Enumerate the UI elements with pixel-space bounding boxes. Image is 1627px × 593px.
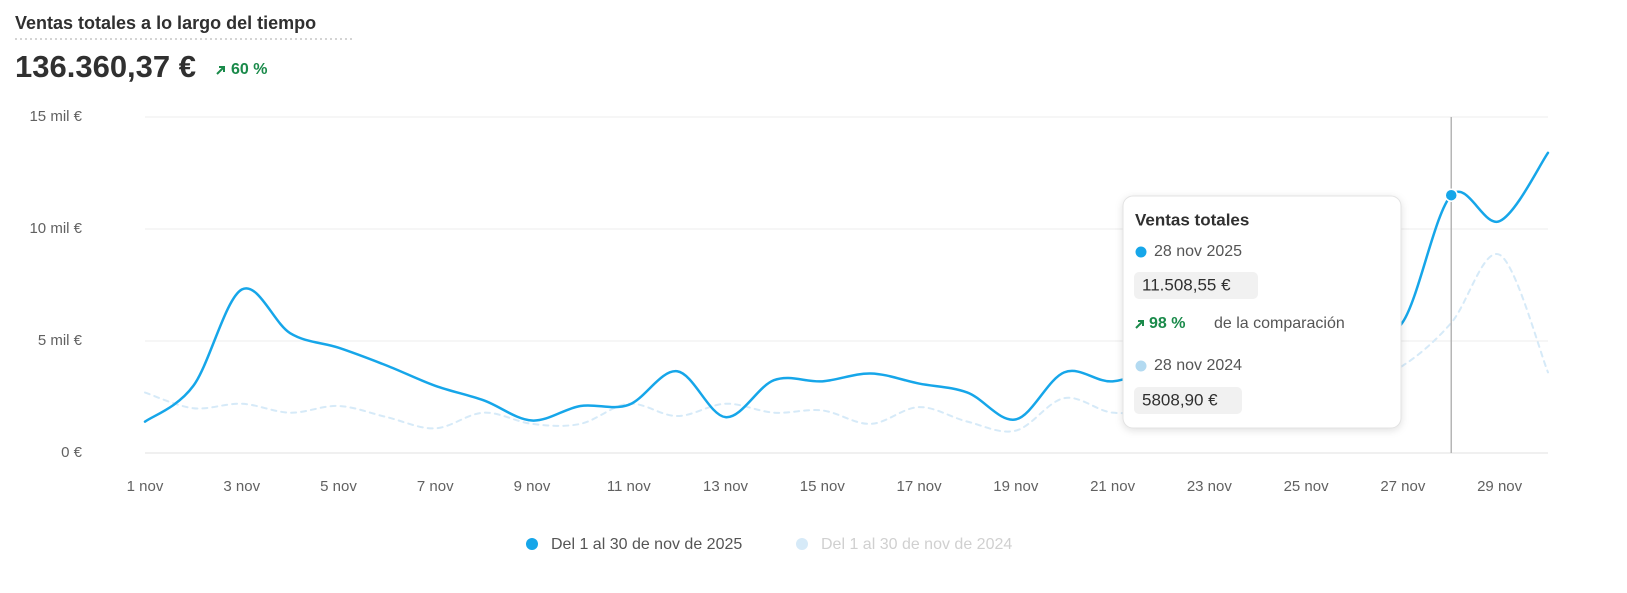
x-tick-label: 11 nov — [607, 478, 651, 495]
x-tick-label: 7 nov — [417, 478, 454, 495]
x-tick-label: 15 nov — [800, 478, 846, 495]
tooltip-change-text: de la comparación — [1214, 315, 1345, 332]
value-pill — [1134, 387, 1242, 414]
x-tick-label: 3 nov — [223, 478, 260, 495]
hover-point — [1444, 188, 1458, 202]
x-tick-label: 19 nov — [993, 478, 1039, 495]
x-tick-label: 27 nov — [1380, 478, 1426, 495]
chart-title: Ventas totales a lo largo del tiempo — [15, 13, 316, 33]
tooltip-date: 28 nov 2025 — [1154, 243, 1242, 260]
value-pill — [1134, 272, 1258, 299]
x-tick-label: 23 nov — [1187, 478, 1233, 495]
tooltip-change: 98 % — [1149, 315, 1185, 332]
tooltip-value: 5808,90 € — [1142, 390, 1218, 409]
y-tick-label: 5 mil € — [38, 332, 83, 349]
y-tick-label: 10 mil € — [29, 220, 82, 237]
y-tick-label: 0 € — [61, 444, 83, 461]
x-tick-label: 9 nov — [514, 478, 551, 495]
x-tick-label: 5 nov — [320, 478, 357, 495]
tooltip-date: 28 nov 2024 — [1154, 357, 1242, 374]
change: 60 % — [231, 61, 267, 78]
legend-marker — [796, 538, 808, 550]
y-tick-label: 15 mil € — [29, 108, 82, 125]
tooltip: Ventas totales 28 nov 2025 11.508,55 € 9… — [1122, 195, 1402, 429]
x-tick-label: 21 nov — [1090, 478, 1136, 495]
x-tick-label: 29 nov — [1477, 478, 1523, 495]
x-tick-label: 17 nov — [897, 478, 943, 495]
legend-label: Del 1 al 30 de nov de 2025 — [551, 536, 742, 553]
tooltip-box — [1122, 195, 1402, 429]
tooltip-title: Ventas totales — [1135, 210, 1249, 229]
up-arrow — [216, 66, 225, 75]
up-arrow — [1135, 320, 1144, 329]
total-value: 136.360,37 € — [15, 49, 196, 84]
plot: 0 € 5 mil € 10 mil € 15 mil € 1 nov 3 nov 5 no… — [29, 108, 1550, 495]
x-tick-label: 25 nov — [1284, 478, 1330, 495]
tooltip-value: 11.508,55 € — [1142, 275, 1231, 294]
tooltip-dot — [1135, 360, 1147, 372]
legend-label: Del 1 al 30 de nov de 2024 — [821, 536, 1012, 553]
x-tick-label: 13 nov — [703, 478, 749, 495]
tooltip-dot — [1135, 246, 1147, 258]
x-tick-label: 1 nov — [127, 478, 164, 495]
legend-marker — [526, 538, 538, 550]
